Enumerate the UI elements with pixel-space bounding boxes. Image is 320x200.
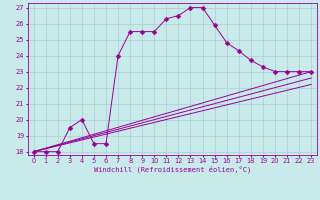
X-axis label: Windchill (Refroidissement éolien,°C): Windchill (Refroidissement éolien,°C)	[94, 166, 251, 173]
